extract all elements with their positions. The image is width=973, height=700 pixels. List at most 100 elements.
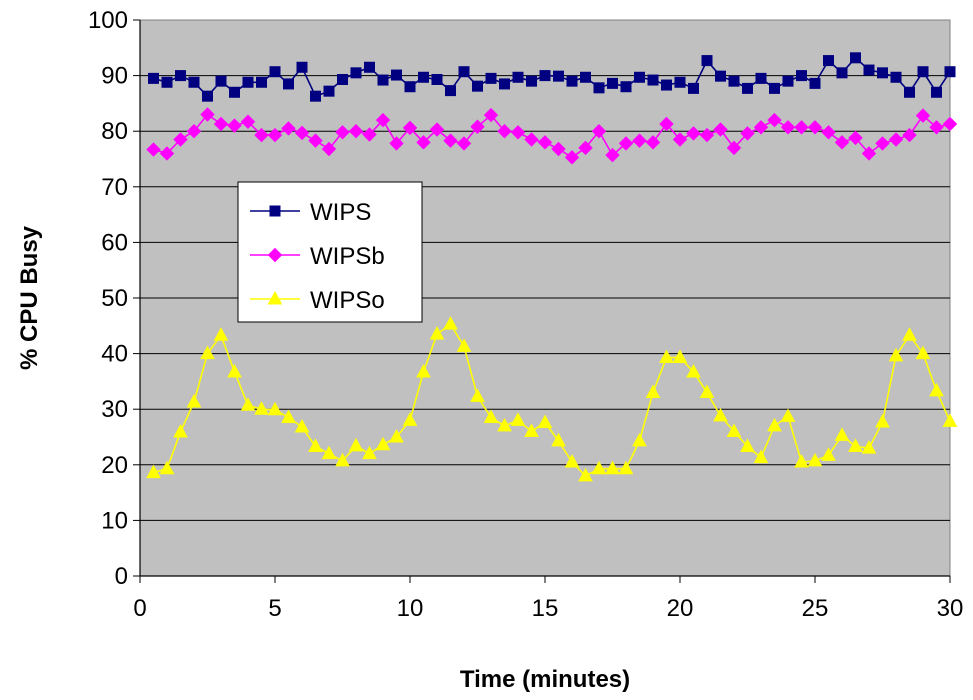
data-point-wipsb: [659, 116, 674, 132]
data-point-wips: [242, 76, 254, 88]
data-point-wipso: [915, 345, 931, 360]
data-point-wips: [337, 73, 348, 85]
x-tick-label: 25: [802, 595, 829, 622]
data-point-wipsb: [753, 120, 769, 135]
data-point-wipso: [281, 409, 296, 424]
data-point-wipso: [578, 467, 593, 482]
data-point-wipsb: [483, 107, 499, 123]
data-point-wipso: [173, 423, 188, 438]
data-point-wips: [917, 66, 929, 78]
y-tick-label: 90: [101, 63, 128, 90]
data-point-wipso: [564, 453, 580, 468]
data-point-wipsb: [726, 140, 742, 156]
data-point-wipsb: [915, 108, 931, 123]
data-point-wipsb: [551, 141, 566, 157]
x-tick-label: 5: [268, 595, 281, 622]
data-point-wipso: [402, 412, 418, 426]
data-point-wips: [229, 86, 240, 98]
data-point-wips: [323, 85, 335, 97]
y-tick-label: 80: [101, 118, 128, 145]
data-point-wips: [877, 67, 888, 79]
data-point-wipsb: [902, 127, 917, 143]
data-point-wips: [904, 86, 915, 98]
data-point-wipso: [470, 388, 485, 402]
data-point-wips: [715, 70, 726, 82]
y-tick-label: 40: [101, 341, 128, 368]
data-point-wipso: [483, 409, 499, 424]
data-point-wipsb: [861, 146, 877, 161]
data-point-wips: [769, 82, 780, 94]
y-tick-labels: 0 10 20 30 40 50 60 70 80 90 100: [88, 7, 128, 590]
legend-swatch-marker: [267, 290, 283, 305]
data-point-wipso: [267, 401, 283, 416]
y-tick-label: 60: [101, 229, 128, 256]
data-point-wips: [728, 75, 740, 87]
data-point-wipso: [537, 414, 553, 429]
data-point-wipso: [443, 316, 458, 330]
data-point-wipso: [672, 349, 688, 363]
data-point-wipso: [861, 440, 877, 454]
data-point-wips: [809, 77, 821, 89]
data-point-wipsb: [875, 136, 890, 151]
data-point-wipso: [767, 417, 782, 432]
data-point-wipsb: [416, 135, 431, 150]
data-point-wips: [796, 70, 807, 82]
data-point-wipsb: [713, 122, 728, 137]
data-point-wipso: [321, 445, 337, 460]
y-tick-label: 20: [101, 452, 128, 479]
data-point-wipsb: [888, 132, 904, 147]
data-point-wips: [161, 76, 173, 88]
data-point-wipsb: [159, 146, 175, 161]
data-point-wips: [404, 81, 416, 93]
data-point-wipsb: [146, 142, 161, 157]
data-point-wips: [445, 85, 456, 97]
data-point-wipsb: [254, 127, 269, 143]
data-point-wipso: [834, 427, 850, 441]
data-point-wipsb: [362, 127, 377, 142]
x-tick-label: 30: [937, 595, 964, 622]
legend-label: WIPS: [310, 199, 371, 226]
series-layer: [146, 52, 958, 482]
data-point-wipsb: [645, 135, 661, 150]
data-point-wips: [148, 72, 159, 84]
data-point-wips: [431, 73, 443, 85]
data-point-wipsb: [686, 126, 701, 141]
data-point-wipso: [740, 438, 755, 452]
data-point-wipso: [794, 453, 809, 468]
data-point-wipsb: [767, 112, 782, 128]
data-point-wipsb: [740, 126, 755, 141]
data-point-wipso: [186, 393, 202, 408]
data-point-wipsb: [632, 133, 647, 148]
data-point-wipso: [510, 412, 526, 426]
data-point-wipso: [227, 363, 242, 378]
legend-label: WIPSb: [310, 243, 385, 270]
data-point-wips: [647, 74, 659, 86]
data-point-wips: [661, 79, 672, 91]
data-point-wips: [580, 71, 591, 83]
data-point-wipso: [159, 460, 175, 475]
data-point-wipsb: [497, 123, 512, 139]
data-point-wipsb: [429, 122, 445, 137]
data-point-wipso: [848, 438, 863, 452]
data-point-wipsb: [848, 130, 863, 146]
x-tick-label: 20: [667, 595, 694, 622]
y-tick-label: 30: [101, 396, 128, 423]
data-point-wipso: [497, 417, 512, 432]
data-point-wips: [863, 64, 875, 76]
data-point-wipsb: [510, 125, 526, 140]
data-point-wipsb: [227, 118, 242, 133]
data-point-wips: [499, 78, 510, 90]
data-point-wips: [620, 81, 632, 93]
legend-item-wipsb: WIPSb: [250, 243, 385, 270]
data-point-wipso: [348, 437, 364, 452]
data-point-wipso: [888, 347, 904, 362]
data-point-wipsb: [821, 125, 836, 140]
data-point-wipso: [335, 452, 350, 467]
data-point-wipsb: [375, 112, 391, 128]
data-point-wipsb: [213, 116, 229, 132]
data-point-wipsb: [240, 114, 256, 129]
data-point-wipsb: [389, 136, 404, 151]
data-point-wipso: [591, 460, 607, 475]
data-point-wips: [283, 78, 294, 90]
legend-item-wipso: WIPSo: [250, 287, 385, 314]
